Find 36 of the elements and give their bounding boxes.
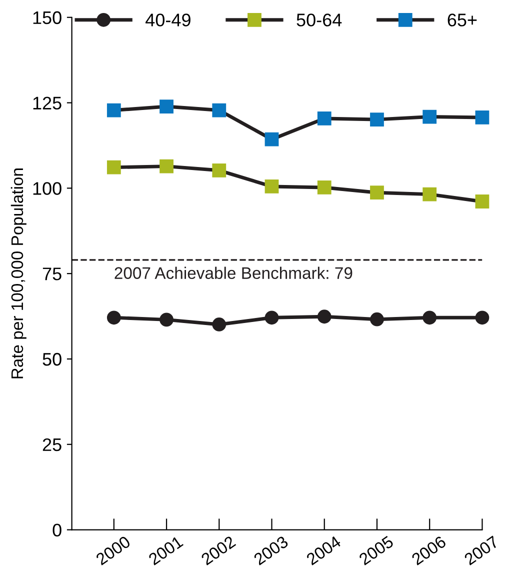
point [212,103,226,118]
point [475,194,490,208]
legend-label: 65+ [448,14,477,26]
point [160,159,174,174]
y-tick-label: 25 [42,438,62,452]
point [264,132,279,146]
point [422,110,437,124]
y-tick-label: 75 [42,268,62,280]
y-axis-title: Rate per 100,000 Population [10,168,26,378]
point [475,310,490,325]
point [160,312,174,327]
point [106,310,121,325]
point [264,310,279,325]
point [422,310,437,325]
point [212,318,226,332]
point [264,180,279,194]
point [212,163,226,178]
point [317,180,332,194]
y-tick-label: 100 [33,182,62,195]
ref-line-label: 2007 Achievable Benchmark: 79 [114,266,352,279]
point [160,100,174,114]
point [317,112,332,126]
y-tick-label: 50 [42,352,62,366]
y-tick-label: 0 [52,524,62,537]
point [106,160,121,174]
point [317,310,332,324]
point [475,110,490,124]
point [370,312,384,326]
point [422,187,437,202]
legend-label: 50-64 [296,14,342,26]
point [370,112,384,126]
legend-label: 40-49 [146,14,190,26]
point [370,186,384,200]
point [106,103,121,118]
y-tick-label: 150 [33,11,62,24]
y-tick-label: 125 [33,96,62,110]
